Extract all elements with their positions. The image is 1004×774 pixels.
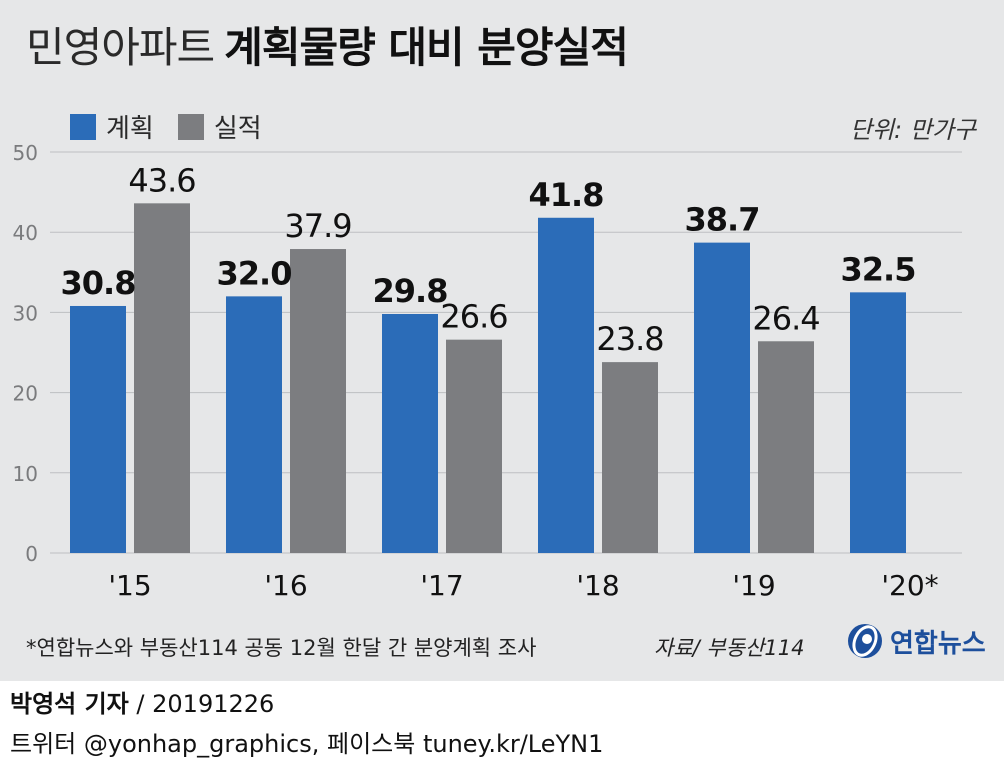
bar-chart: 0 10 20 30 40 50 30.8 43.6 32.0 37.9 29.826.6 41.8… — [13, 141, 962, 602]
bar-actual — [446, 339, 502, 553]
yonhap-logo: 연합뉴스 — [846, 622, 986, 660]
bar-actual — [290, 249, 346, 553]
legend-item-plan: 계획 — [70, 108, 154, 145]
legend-item-actual: 실적 — [177, 108, 262, 145]
title-bold: 계획물량 대비 분양실적 — [224, 23, 629, 72]
page-title: 민영아파트 계획물량 대비 분양실적 — [26, 20, 629, 76]
data-label-actual: 43.6 — [128, 161, 195, 199]
yonhap-logo-icon — [848, 624, 882, 658]
x-tick-label: '16 — [264, 569, 307, 602]
legend-label-actual: 실적 — [213, 114, 262, 144]
data-label-actual: 26.4 — [752, 299, 819, 337]
data-label-actual: 37.9 — [284, 207, 351, 245]
y-tick-label: 0 — [25, 542, 38, 566]
x-axis-ticks: '15 '16 '17 '18 '19 '20* — [108, 569, 938, 602]
unit-label: 단위: 만가구 — [849, 116, 976, 144]
data-label-actual: 23.8 — [596, 320, 663, 358]
logo-text: 연합뉴스 — [890, 628, 986, 659]
data-label-plan: 41.8 — [529, 176, 604, 214]
reporter-name: 박영석 기자 — [10, 690, 129, 718]
bar-plan — [850, 292, 906, 553]
y-tick-label: 40 — [13, 221, 38, 245]
y-tick-label: 10 — [13, 462, 38, 486]
x-tick-label: '19 — [732, 569, 775, 602]
bar-actual — [134, 203, 190, 553]
legend-swatch-plan — [70, 113, 96, 140]
y-axis-ticks: 0 10 20 30 40 50 — [13, 141, 38, 566]
x-tick-label: '18 — [576, 569, 619, 602]
reporter-line: 박영석 기자 / 20191226 — [10, 684, 274, 719]
data-label-plan: 38.7 — [685, 201, 760, 239]
title-light: 민영아파트 — [26, 23, 215, 72]
chart-legend: 계획 실적 — [70, 108, 286, 145]
bar-plan — [382, 314, 438, 553]
x-tick-label: '15 — [108, 569, 151, 602]
y-tick-label: 20 — [13, 382, 38, 406]
data-labels: 30.8 43.6 32.0 37.9 29.826.6 41.8 23.8 38.7 26.4… — [61, 161, 917, 358]
data-label-plan: 32.0 — [217, 254, 292, 292]
legend-label-plan: 계획 — [106, 114, 154, 144]
bar-plan — [226, 296, 282, 553]
bar-plan — [538, 217, 594, 553]
bar-actual — [758, 341, 814, 553]
data-label-plan: 30.8 — [61, 264, 136, 302]
data-label-plan: 29.8 — [373, 272, 448, 310]
y-tick-label: 30 — [13, 301, 38, 325]
data-label-actual: 26.6 — [440, 298, 507, 336]
footnote: *연합뉴스와 부동산114 공동 12월 한달 간 분양계획 조사 — [26, 636, 537, 660]
data-label-plan: 32.5 — [841, 250, 916, 288]
gridlines — [50, 151, 962, 554]
x-tick-label: '17 — [420, 569, 463, 602]
bars — [70, 203, 906, 553]
reporter-date: 20191226 — [152, 690, 275, 718]
social-links: 트위터 @yonhap_graphics, 페이스북 tuney.kr/LeYN… — [10, 730, 604, 758]
y-tick-label: 50 — [13, 141, 38, 165]
bar-plan — [694, 242, 750, 553]
source-credit: 자료/ 부동산114 — [654, 636, 805, 660]
reporter-separator: / — [136, 690, 145, 718]
bar-actual — [602, 362, 658, 553]
bar-plan — [70, 305, 126, 553]
legend-swatch-actual — [177, 113, 204, 140]
x-tick-label: '20* — [881, 569, 938, 602]
